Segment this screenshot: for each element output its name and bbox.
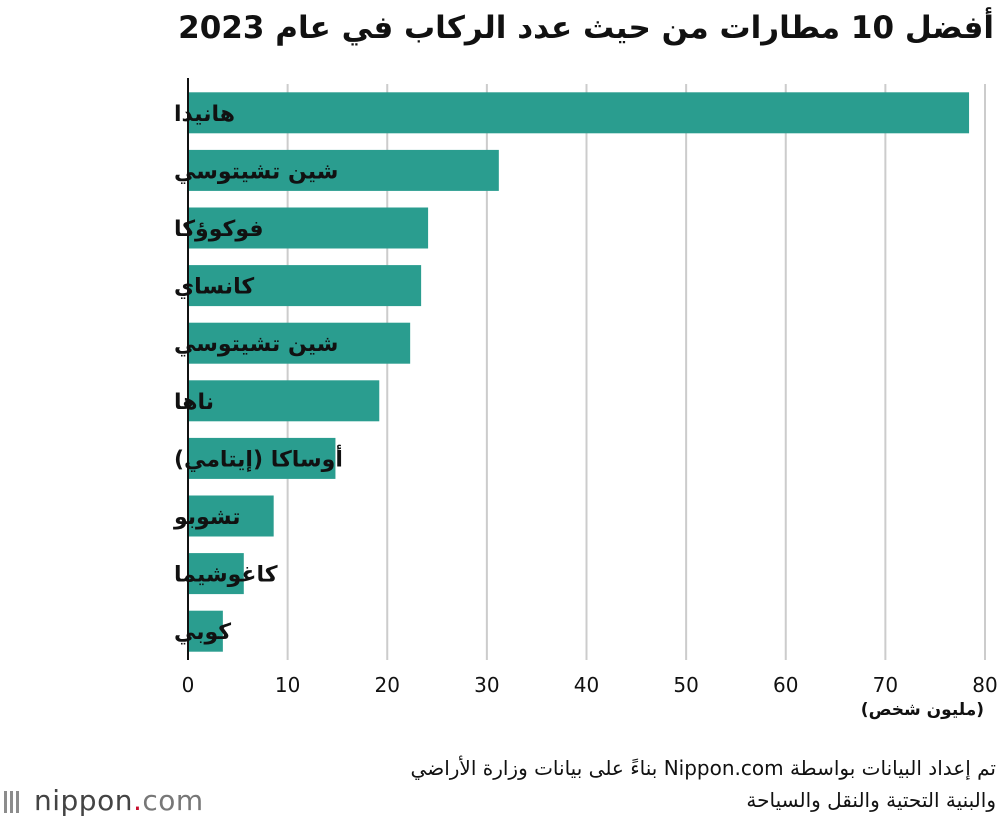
category-label-6: ناها [174, 390, 214, 415]
bar-8 [188, 495, 274, 537]
x-tick-label-30: 30 [474, 673, 499, 697]
x-tick-labels: 0 10 20 30 40 50 60 70 80 [182, 673, 998, 697]
x-tick-label-10: 10 [275, 673, 300, 697]
x-tick-label-20: 20 [375, 673, 400, 697]
x-tick-label-80: 80 [972, 673, 997, 697]
bar-5 [188, 322, 411, 364]
source-line-1: تم إعداد البيانات بواسطة Nippon.com بناء… [410, 756, 996, 780]
logo-text: nippon.com [34, 784, 204, 817]
logo-dot: . [132, 783, 143, 817]
logo-mark-icon [4, 785, 20, 815]
x-tick-label-60: 60 [773, 673, 798, 697]
source-note: تم إعداد البيانات بواسطة Nippon.com بناء… [296, 752, 996, 816]
bar-6 [188, 380, 380, 422]
bars [188, 92, 970, 652]
logo-name: nippon [34, 783, 133, 817]
x-tick-label-70: 70 [873, 673, 898, 697]
category-label-3: فوكوؤكا [174, 217, 264, 242]
category-labels: هانيدا شين تشيتوسي فوكوؤكا كانساي شين تشيتوس… [173, 102, 343, 645]
source-line-2: والبنية التحتية والنقل والسياحة [746, 788, 996, 812]
category-label-9: كاغوشيما [174, 563, 278, 588]
category-label-1: هانيدا [174, 102, 235, 127]
bar-1 [188, 92, 970, 134]
x-tick-label-0: 0 [182, 673, 195, 697]
category-label-2: شين تشيتوسي [174, 159, 338, 184]
x-tick-label-50: 50 [673, 673, 698, 697]
bar-9 [188, 553, 244, 595]
bar-2 [188, 149, 499, 191]
bar-7 [188, 437, 336, 479]
nippon-logo[interactable]: nippon.com [4, 780, 204, 820]
x-axis-unit-label: (مليون شخص) [860, 700, 984, 720]
category-label-5: شين تشيتوسي [174, 332, 338, 357]
x-tick-label-40: 40 [574, 673, 599, 697]
category-label-4: كانساي [174, 275, 254, 300]
logo-suffix: com [142, 783, 204, 817]
bar-chart: 0 10 20 30 40 50 60 70 80 هانيدا شين تشيتوسي فوكوؤ… [173, 78, 998, 697]
category-label-7: أوساكا (إيتامي) [174, 443, 343, 472]
bar-4 [188, 265, 422, 307]
bar-10 [188, 610, 223, 652]
category-label-8: تشوبو [173, 505, 241, 530]
chart-title: أفضل 10 مطارات من حيث عدد الركاب في عام … [178, 10, 994, 46]
category-label-10: كوبي [174, 620, 231, 645]
bar-3 [188, 207, 429, 249]
